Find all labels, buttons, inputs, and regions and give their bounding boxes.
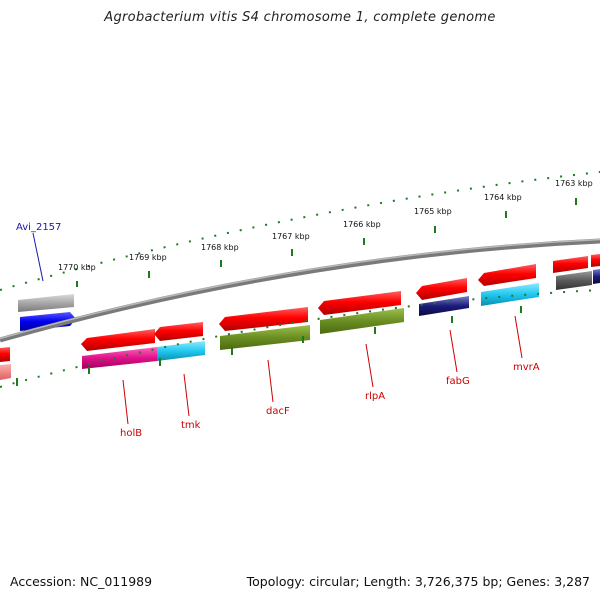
gene-label-avi-2157[interactable]: Avi_2157	[16, 222, 61, 233]
gene-feature[interactable]	[82, 347, 157, 369]
kbp-label: 1768 kbp	[201, 243, 239, 252]
gene-feature[interactable]	[556, 271, 592, 290]
outer-strand-features	[18, 254, 600, 331]
gene-feature[interactable]	[220, 325, 310, 350]
gene-label-dacf[interactable]: dacF	[266, 406, 290, 417]
outer-major-ticks	[76, 198, 577, 287]
kbp-label: 1764 kbp	[484, 193, 522, 202]
gene-feature[interactable]	[318, 291, 401, 315]
genome-backbone	[0, 238, 600, 343]
gene-feature[interactable]	[481, 283, 539, 306]
gene-feature[interactable]	[81, 329, 155, 351]
kbp-label: 1769 kbp	[129, 253, 167, 262]
inner-strand-lower	[0, 283, 539, 380]
gene-label-rlpa[interactable]: rlpA	[365, 391, 385, 402]
kbp-label: 1766 kbp	[343, 220, 381, 229]
map-title: Agrobacterium vitis S4 chromosome 1, com…	[104, 10, 496, 25]
accession-text: Accession: NC_011989	[10, 574, 153, 589]
gene-label-mvra[interactable]: mvrA	[513, 362, 540, 373]
gene-feature[interactable]	[20, 312, 76, 331]
inner-strand-upper	[0, 264, 536, 362]
gene-feature[interactable]	[591, 254, 600, 267]
gene-feature[interactable]	[0, 364, 11, 380]
kbp-label: 1763 kbp	[555, 179, 593, 188]
gene-feature[interactable]	[593, 269, 600, 284]
gene-feature[interactable]	[478, 264, 536, 286]
gene-feature[interactable]	[154, 322, 203, 341]
gene-feature[interactable]	[320, 308, 404, 334]
gene-label-fabg[interactable]: fabG	[446, 376, 470, 387]
inner-major-ticks	[16, 306, 522, 386]
gene-feature[interactable]	[18, 294, 74, 312]
gene-feature[interactable]	[416, 278, 467, 300]
label-leaders	[32, 232, 523, 425]
kbp-label: 1765 kbp	[414, 207, 452, 216]
kbp-label: 1767 kbp	[272, 232, 310, 241]
topology-summary: Topology: circular; Length: 3,726,375 bp…	[246, 574, 590, 589]
gene-label-tmk[interactable]: tmk	[181, 420, 201, 431]
gene-label-holb[interactable]: holB	[120, 428, 142, 439]
gene-feature[interactable]	[419, 296, 469, 316]
gene-feature[interactable]	[553, 256, 588, 273]
gene-feature[interactable]	[157, 341, 205, 361]
gene-feature[interactable]	[0, 347, 10, 362]
gene-feature[interactable]	[219, 307, 308, 331]
kbp-label: 1770 kbp	[58, 263, 96, 272]
